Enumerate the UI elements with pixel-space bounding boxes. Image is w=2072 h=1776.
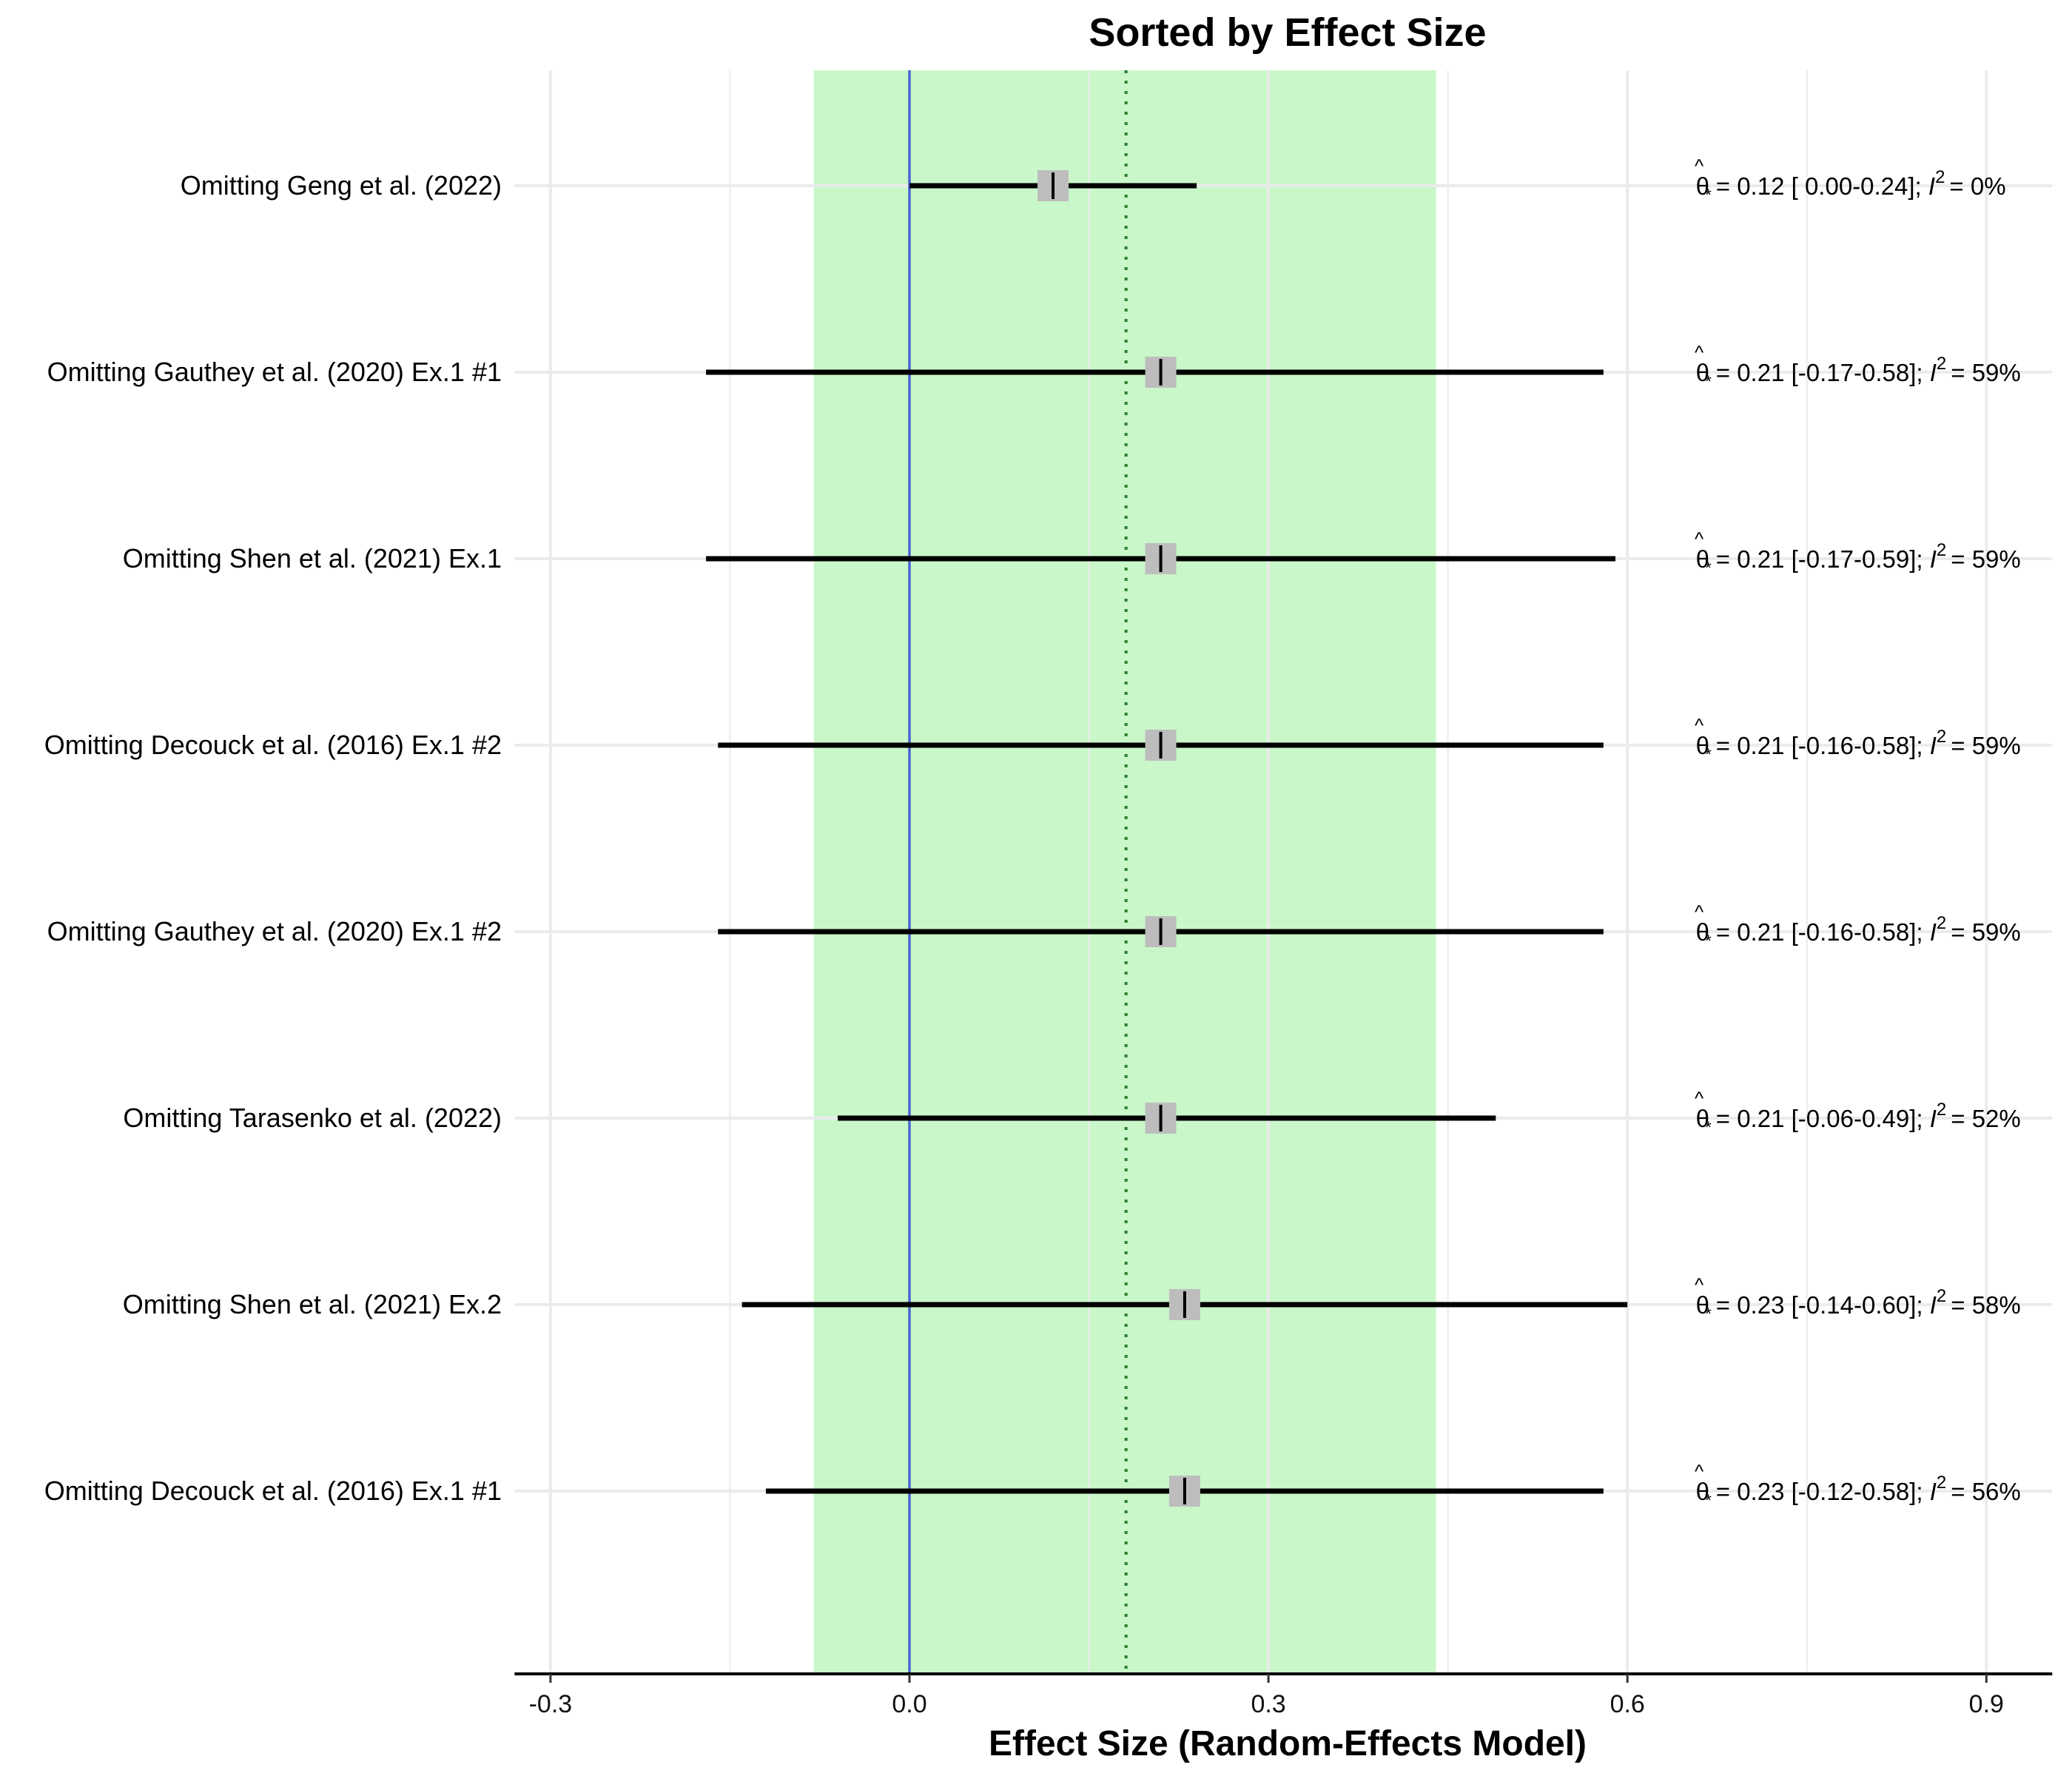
i-squared-value: = 59% <box>1951 545 2021 573</box>
study-label: Omitting Decouck et al. (2016) Ex.1 #2 <box>44 730 502 760</box>
i-squared-superscript: 2 <box>1937 1286 1946 1306</box>
prediction-interval-band <box>813 70 1436 1674</box>
x-tick-label: 0.3 <box>1251 1690 1285 1718</box>
hat-symbol: ^ <box>1695 901 1704 923</box>
i-squared-value: = 59% <box>1951 732 2021 759</box>
theta-symbol: θ <box>1696 172 1709 200</box>
i-squared-superscript: 2 <box>1937 913 1946 933</box>
study-label: Omitting Decouck et al. (2016) Ex.1 #1 <box>44 1476 502 1506</box>
estimate-value: = 0.21 [-0.16-0.58]; <box>1716 918 1930 946</box>
forest-row: Omitting Geng et al. (2022) θ^* = 0.12 [ 0… <box>181 155 2006 204</box>
x-tick-label: 0.9 <box>1969 1690 2004 1718</box>
estimate-value: = 0.21 [-0.17-0.59]; <box>1716 545 1930 573</box>
i-squared-superscript: 2 <box>1935 167 1945 187</box>
star-subscript: * <box>1705 372 1712 391</box>
estimate-value: = 0.21 [-0.17-0.58]; <box>1716 359 1930 386</box>
study-label: Omitting Shen et al. (2021) Ex.1 <box>123 543 502 574</box>
i-squared-superscript: 2 <box>1937 1100 1946 1120</box>
x-tick-label: 0.6 <box>1610 1690 1645 1718</box>
study-label: Omitting Shen et al. (2021) Ex.2 <box>123 1289 502 1319</box>
i-squared-superscript: 2 <box>1937 540 1946 560</box>
estimate-annotation: θ^* = 0.21 [-0.16-0.58]; I2 = 59% <box>1695 714 2021 764</box>
forest-row: Omitting Gauthey et al. (2020) Ex.1 #1 θ^… <box>47 341 2021 391</box>
star-subscript: * <box>1705 932 1712 950</box>
x-axis: -0.3 0.0 0.3 0.6 0.9 <box>514 1672 2053 1718</box>
i-squared-value: = 56% <box>1951 1478 2021 1505</box>
estimate-annotation: θ^* = 0.21 [-0.17-0.58]; I2 = 59% <box>1695 341 2021 391</box>
estimate-value: = 0.21 [-0.16-0.58]; <box>1716 732 1930 759</box>
estimate-annotation: θ^* = 0.21 [-0.17-0.59]; I2 = 59% <box>1695 528 2021 577</box>
hat-symbol: ^ <box>1695 528 1704 550</box>
study-label: Omitting Gauthey et al. (2020) Ex.1 #2 <box>47 916 502 946</box>
study-label: Omitting Tarasenko et al. (2022) <box>123 1103 502 1133</box>
star-subscript: * <box>1705 1491 1712 1510</box>
theta-symbol: θ <box>1696 359 1709 386</box>
i-squared-superscript: 2 <box>1937 354 1946 374</box>
i-squared-value: = 52% <box>1951 1105 2021 1132</box>
theta-symbol: θ <box>1696 1291 1709 1319</box>
x-tick-label: -0.3 <box>529 1690 573 1718</box>
reference-lines-layer <box>908 70 1128 1674</box>
theta-symbol: θ <box>1696 732 1709 759</box>
hat-symbol: ^ <box>1695 341 1704 363</box>
i-squared-symbol: I <box>1930 545 1937 573</box>
estimate-annotation: θ^* = 0.21 [-0.06-0.49]; I2 = 52% <box>1695 1087 2021 1137</box>
forest-row: Omitting Decouck et al. (2016) Ex.1 #2 θ^… <box>44 714 2021 764</box>
i-squared-value: = 0% <box>1949 172 2005 200</box>
star-subscript: * <box>1705 1118 1712 1137</box>
hat-symbol: ^ <box>1695 1460 1704 1482</box>
estimate-value: = 0.23 [-0.12-0.58]; <box>1716 1478 1930 1505</box>
i-squared-symbol: I <box>1928 172 1935 200</box>
hat-symbol: ^ <box>1695 714 1704 736</box>
x-tick-label: 0.0 <box>892 1690 926 1718</box>
hat-symbol: ^ <box>1695 1087 1704 1109</box>
i-squared-symbol: I <box>1930 1105 1937 1132</box>
estimate-annotation: θ^* = 0.12 [ 0.00-0.24]; I2 = 0% <box>1695 155 2006 204</box>
theta-symbol: θ <box>1696 918 1709 946</box>
i-squared-symbol: I <box>1930 918 1937 946</box>
theta-symbol: θ <box>1696 545 1709 573</box>
i-squared-value: = 59% <box>1951 359 2021 386</box>
hat-symbol: ^ <box>1695 155 1704 177</box>
forest-row: Omitting Shen et al. (2021) Ex.2 θ^* = 0.2… <box>123 1274 2021 1323</box>
estimate-value: = 0.23 [-0.14-0.60]; <box>1716 1291 1930 1319</box>
i-squared-symbol: I <box>1930 1291 1937 1319</box>
i-squared-symbol: I <box>1930 732 1937 759</box>
theta-symbol: θ <box>1696 1105 1709 1132</box>
estimate-value: = 0.12 [ 0.00-0.24]; <box>1716 172 1928 200</box>
estimate-annotation: θ^* = 0.23 [-0.12-0.58]; I2 = 56% <box>1695 1460 2021 1510</box>
chart-title: Sorted by Effect Size <box>1089 10 1486 55</box>
forest-row: Omitting Shen et al. (2021) Ex.1 θ^* = 0.2… <box>123 528 2021 577</box>
i-squared-superscript: 2 <box>1937 727 1946 747</box>
study-label: Omitting Gauthey et al. (2020) Ex.1 #1 <box>47 357 502 387</box>
forest-row: Omitting Decouck et al. (2016) Ex.1 #1 θ^… <box>44 1460 2021 1510</box>
i-squared-symbol: I <box>1930 359 1937 386</box>
rows-layer: Omitting Geng et al. (2022) θ^* = 0.12 [ 0… <box>44 155 2021 1510</box>
star-subscript: * <box>1705 1305 1712 1323</box>
forest-row: Omitting Tarasenko et al. (2022) θ^* = 0.2… <box>123 1087 2020 1137</box>
study-label: Omitting Geng et al. (2022) <box>181 170 502 201</box>
forest-row: Omitting Gauthey et al. (2020) Ex.1 #2 θ^… <box>47 901 2021 950</box>
star-subscript: * <box>1705 745 1712 764</box>
estimate-value: = 0.21 [-0.06-0.49]; <box>1716 1105 1930 1132</box>
star-subscript: * <box>1705 186 1712 204</box>
theta-symbol: θ <box>1696 1478 1709 1505</box>
i-squared-value: = 58% <box>1951 1291 2021 1319</box>
i-squared-symbol: I <box>1930 1478 1937 1505</box>
estimate-annotation: θ^* = 0.21 [-0.16-0.58]; I2 = 59% <box>1695 901 2021 950</box>
hat-symbol: ^ <box>1695 1274 1704 1296</box>
star-subscript: * <box>1705 559 1712 577</box>
estimate-annotation: θ^* = 0.23 [-0.14-0.60]; I2 = 58% <box>1695 1274 2021 1323</box>
i-squared-superscript: 2 <box>1937 1473 1946 1493</box>
x-axis-title: Effect Size (Random-Effects Model) <box>989 1724 1587 1763</box>
prediction-band-layer <box>813 70 1436 1674</box>
i-squared-value: = 59% <box>1951 918 2021 946</box>
